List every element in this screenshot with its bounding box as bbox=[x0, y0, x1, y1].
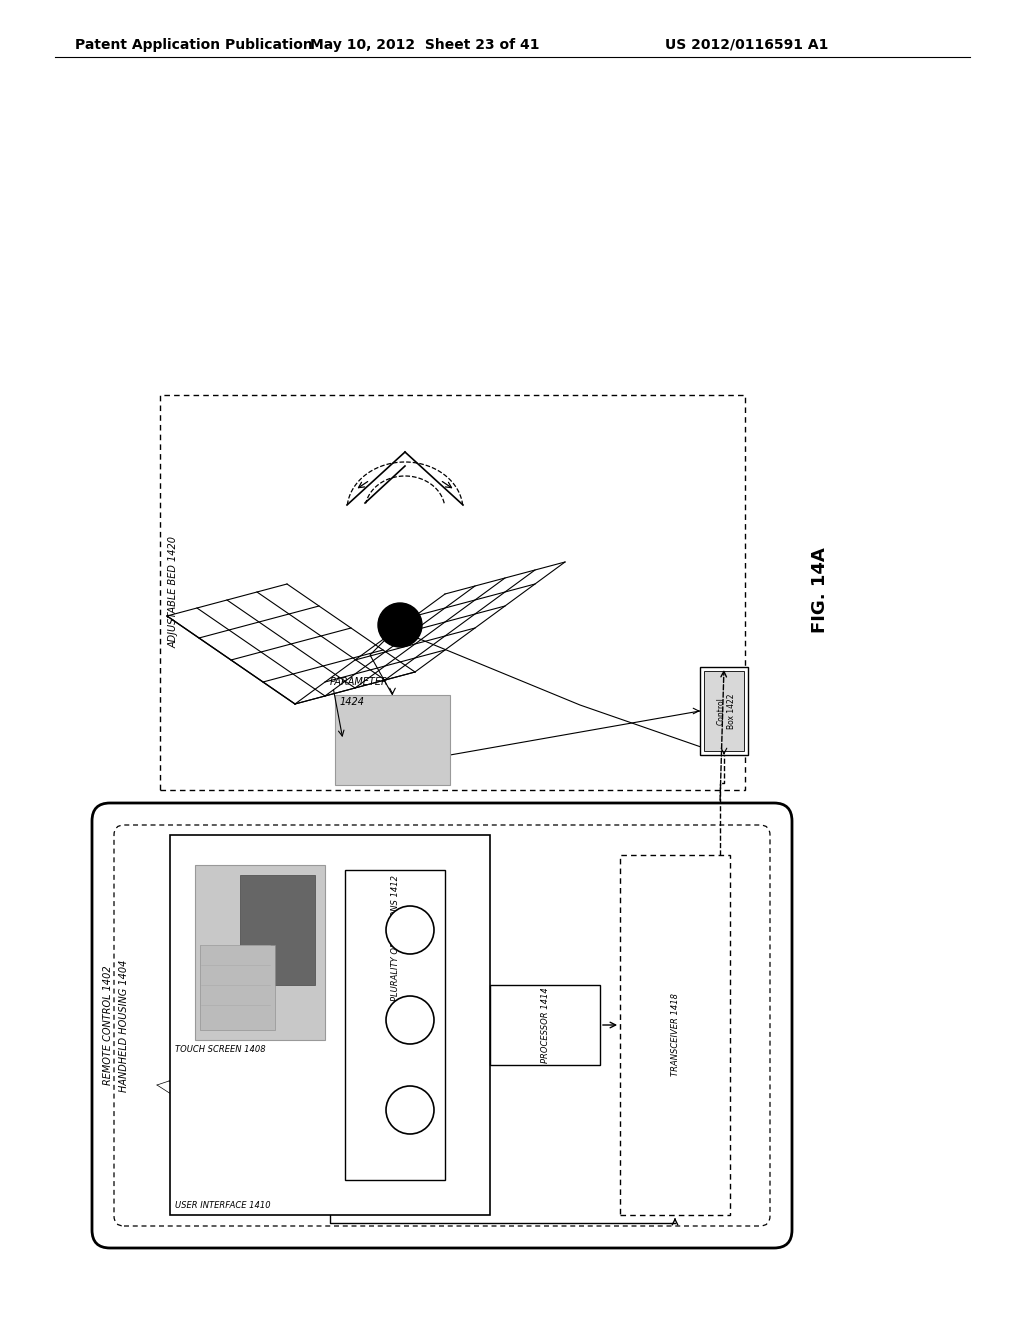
Bar bbox=[700, 667, 748, 755]
Text: TRANSCEIVER 1418: TRANSCEIVER 1418 bbox=[671, 994, 680, 1077]
Bar bbox=[345, 870, 445, 1180]
Bar bbox=[240, 875, 315, 985]
Circle shape bbox=[386, 997, 434, 1044]
Text: ADJUSTABLE BED 1420: ADJUSTABLE BED 1420 bbox=[169, 536, 179, 648]
Text: FIG. 14A: FIG. 14A bbox=[811, 546, 829, 632]
Bar bbox=[200, 945, 275, 1030]
Bar bbox=[335, 696, 450, 785]
Bar bbox=[195, 865, 325, 1040]
Text: 1424: 1424 bbox=[340, 697, 365, 708]
Text: PLURALITY OF BUTTONS 1412: PLURALITY OF BUTTONS 1412 bbox=[390, 875, 399, 1001]
Text: US 2012/0116591 A1: US 2012/0116591 A1 bbox=[665, 38, 828, 51]
Bar bbox=[705, 671, 744, 751]
Text: Control
Box 1422: Control Box 1422 bbox=[717, 693, 735, 729]
Bar bbox=[170, 836, 490, 1214]
Bar bbox=[490, 985, 600, 1065]
FancyBboxPatch shape bbox=[92, 803, 792, 1247]
Circle shape bbox=[386, 1086, 434, 1134]
Circle shape bbox=[386, 906, 434, 954]
Text: PROCESSOR 1414: PROCESSOR 1414 bbox=[541, 987, 550, 1063]
Text: May 10, 2012  Sheet 23 of 41: May 10, 2012 Sheet 23 of 41 bbox=[310, 38, 540, 51]
Text: HANDHELD HOUSING 1404: HANDHELD HOUSING 1404 bbox=[119, 960, 129, 1092]
Text: Patent Application Publication: Patent Application Publication bbox=[75, 38, 312, 51]
Text: USER INTERFACE 1410: USER INTERFACE 1410 bbox=[175, 1201, 270, 1210]
Text: REMOTE CONTROL 1402: REMOTE CONTROL 1402 bbox=[103, 966, 113, 1085]
Bar bbox=[160, 395, 745, 789]
Text: TOUCH SCREEN 1408: TOUCH SCREEN 1408 bbox=[175, 1045, 265, 1053]
Text: PARAMETER: PARAMETER bbox=[330, 677, 389, 686]
Bar bbox=[620, 855, 730, 1214]
Circle shape bbox=[378, 603, 422, 647]
